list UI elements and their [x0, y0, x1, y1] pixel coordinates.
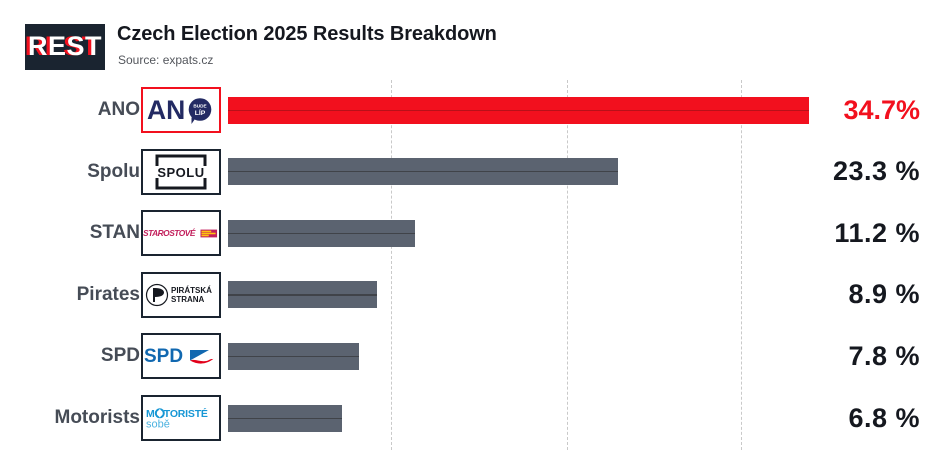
svg-text:PIRÁTSKÁ: PIRÁTSKÁ [171, 286, 212, 295]
svg-text:SPOLU: SPOLU [157, 165, 204, 180]
svg-text:TORISTÉ: TORISTÉ [164, 407, 208, 420]
svg-text:LÍP: LÍP [195, 107, 206, 116]
svg-text:AN: AN [147, 95, 185, 125]
svg-text:SPD: SPD [144, 346, 183, 367]
svg-text:sobě: sobě [146, 419, 170, 431]
svg-text:BUDE: BUDE [193, 103, 206, 108]
svg-text:STRANA: STRANA [171, 295, 205, 304]
svg-text:STAROSTOVÉ: STAROSTOVÉ [143, 228, 196, 238]
